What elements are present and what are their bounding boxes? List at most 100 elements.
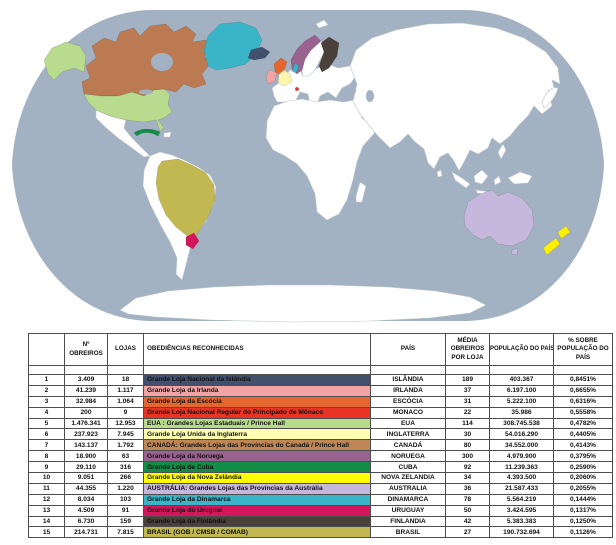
cell-pais: MONACO (370, 406, 446, 419)
cell-populacao: 190.732.694 (489, 526, 554, 539)
cell-media: 27 (445, 526, 490, 539)
cell-lojas: 63 (107, 450, 144, 463)
region-denmark (291, 62, 300, 74)
header-pct: % SOBRE POPULAÇÃO DO PAÍS (553, 333, 613, 366)
cell-pct: 0,5558% (553, 406, 613, 419)
cell-populacao: 54.016.290 (489, 428, 554, 441)
cell-populacao: 35.986 (489, 406, 554, 419)
cell-obreiros: 3.409 (64, 374, 108, 386)
cell-obreiros: 4.509 (64, 504, 108, 517)
cell-lojas: 1.792 (107, 439, 144, 452)
cell-pct: 0,2055% (553, 482, 613, 495)
region-asia (349, 22, 561, 172)
header-populacao: POPULAÇÃO DO PAÍS (489, 333, 554, 366)
cell-obreiros: 200 (64, 406, 108, 419)
cell-num: 1 (28, 374, 65, 386)
cell-media: 31 (445, 395, 490, 408)
region-usa (83, 88, 173, 132)
cell-num: 12 (28, 493, 65, 506)
cell-media: 92 (445, 461, 490, 474)
cell-num: 6 (28, 428, 65, 441)
lodges-table-body: 1 3.409 18 Grande Loja Nacional da Islândia… (28, 365, 613, 539)
cell-num: 14 (28, 515, 65, 528)
cell-lojas: 1.064 (107, 395, 144, 408)
cell-media: 36 (445, 482, 490, 495)
region-africa (265, 98, 380, 221)
cell-num: 10 (28, 472, 65, 484)
table-row: 4 200 9 Grande Loja Nacional Regular do Pri… (28, 406, 613, 419)
cell-pais: ISLÂNDIA (370, 374, 446, 386)
cell-num: 13 (28, 504, 65, 517)
region-sulawesi (493, 175, 502, 186)
header-obreiros: Nº OBREIROS (64, 333, 108, 366)
cell-lojas: 1.220 (107, 482, 144, 495)
table-row: 7 143.137 1.792 CANADÁ: Grandes Lojas das P… (28, 439, 613, 452)
cell-populacao: 5.383.383 (489, 515, 554, 528)
cell-media: 80 (445, 439, 490, 452)
spacer-row (28, 365, 613, 375)
cell-pct: 0,2060% (553, 472, 613, 484)
region-cuba (133, 128, 161, 137)
region-tasmania (510, 247, 519, 256)
cell-pais: IRLANDA (370, 384, 446, 397)
cell-pct: 0,3795% (553, 450, 613, 463)
header-row: Nº OBREIROS LOJAS OBEDIÊNCIAS RECONHECID… (28, 333, 613, 366)
region-sumatra (451, 171, 471, 189)
header-row-number (28, 333, 65, 366)
cell-pct: 0,6655% (553, 384, 613, 397)
cell-obreiros: 44.355 (64, 482, 108, 495)
cell-obreiros: 9.051 (64, 472, 108, 484)
cell-pais: NOVA ZELANDIA (370, 472, 446, 484)
table-row: 3 32.984 1.064 Grande Loja da Escócia ESCÓCI… (28, 395, 613, 408)
cell-pct: 0,1317% (553, 504, 613, 517)
region-ireland (265, 69, 278, 85)
cell-populacao: 5.564.219 (489, 493, 554, 506)
region-uruguay (185, 232, 200, 250)
region-england (277, 69, 293, 87)
cell-obediencia: Grande Loja de Cuba (143, 461, 371, 474)
cell-media: 114 (445, 417, 490, 430)
cell-populacao: 403.367 (489, 374, 554, 386)
region-new-guinea (507, 171, 533, 185)
cell-obediencia: Grande Loja da Noruega (143, 450, 371, 463)
cell-media: 22 (445, 406, 490, 419)
cell-populacao: 5.222.100 (489, 395, 554, 408)
cell-num: 11 (28, 482, 65, 495)
caspian-sea (366, 90, 374, 102)
cell-lojas: 7.945 (107, 428, 144, 441)
cell-pct: 0,1444% (553, 493, 613, 506)
cell-obediencia: AUSTRÁLIA: Grandes Lojas das Províncias … (143, 482, 371, 495)
region-new-zealand-south (542, 237, 561, 256)
cell-pais: FINLANDIA (370, 515, 446, 528)
cell-pais: ESCÓCIA (370, 395, 446, 408)
cell-lojas: 159 (107, 515, 144, 528)
cell-obreiros: 214.731 (64, 526, 108, 539)
cell-lojas: 316 (107, 461, 144, 474)
table-row: 13 4.509 91 Grande Loja do Uruguai URUGUAY 50… (28, 504, 613, 517)
cell-obreiros: 18.900 (64, 450, 108, 463)
cell-pais: NORUEGA (370, 450, 446, 463)
cell-num: 8 (28, 450, 65, 463)
cell-populacao: 11.239.363 (489, 461, 554, 474)
region-new-zealand-north (557, 225, 571, 240)
cell-lojas: 12.953 (107, 417, 144, 430)
cell-media: 34 (445, 472, 490, 484)
cell-obreiros: 8.034 (64, 493, 108, 506)
table-row: 1 3.409 18 Grande Loja Nacional da Islândia… (28, 374, 613, 386)
cell-populacao: 308.745.538 (489, 417, 554, 430)
cell-pct: 0,6316% (553, 395, 613, 408)
cell-lojas: 1.117 (107, 384, 144, 397)
world-map-wrap (12, 10, 604, 323)
cell-obediencia: Grande Loja da Dinamarca (143, 493, 371, 506)
cell-pct: 0,8451% (553, 374, 613, 386)
cell-pais: CANADÁ (370, 439, 446, 452)
cell-obreiros: 29.110 (64, 461, 108, 474)
region-japan (541, 87, 559, 109)
region-finland (318, 36, 340, 73)
cell-pct: 0,4405% (553, 428, 613, 441)
world-map (12, 10, 604, 323)
table-row: 5 1.476.341 12.953 EUA : Grandes Lojas Esta… (28, 417, 613, 430)
cell-obediencia: Grande Loja da Escócia (143, 395, 371, 408)
lodges-table-wrap: Nº OBREIROS LOJAS OBEDIÊNCIAS RECONHECID… (28, 333, 613, 539)
